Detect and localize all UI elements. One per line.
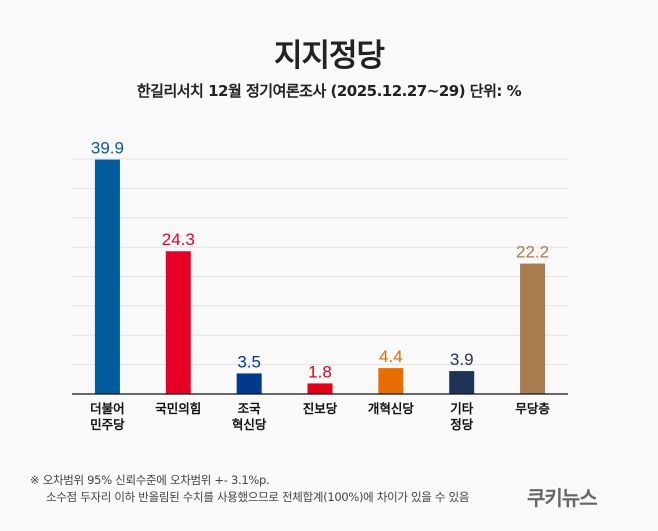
data-label: 39.9 (91, 139, 124, 158)
footnote-rounding: 소수점 두자리 이하 반올림된 수치를 사용했으므로 전체합계(100%)에 차… (46, 490, 470, 504)
category-label: 국민의힘 (155, 401, 201, 416)
bar (236, 373, 262, 394)
chart-subtitle: 한길리서치 12월 정기여론조사 (2025.12.27~29) 단위: % (136, 82, 522, 100)
bar (94, 159, 120, 394)
chart-title: 지지정당 (273, 38, 385, 74)
category-label: 개혁신당 (368, 401, 415, 416)
category-label: 무당층 (515, 401, 550, 416)
category-label: 혁신당 (232, 417, 267, 432)
data-label: 22.2 (516, 243, 549, 262)
footnote-margin-of-error: ※ 오차범위 95% 신뢰수준에 오차범위 +- 3.1%p. (30, 473, 270, 487)
data-label: 3.9 (450, 350, 474, 369)
category-label: 더불어 (90, 401, 125, 416)
kukinews-logo: 쿠키뉴스 (527, 486, 598, 510)
bar (449, 371, 475, 394)
data-label: 24.3 (162, 230, 195, 249)
bar (307, 383, 333, 394)
category-label: 조국 (238, 401, 262, 416)
category-label: 진보당 (303, 401, 338, 416)
category-label: 기타 (450, 401, 474, 416)
data-label: 3.5 (237, 352, 261, 371)
category-label: 정당 (450, 417, 474, 432)
bar (520, 263, 546, 394)
bar (378, 368, 404, 394)
category-label: 민주당 (90, 417, 125, 432)
bar (165, 251, 191, 394)
data-label: 4.4 (379, 347, 403, 366)
data-label: 1.8 (308, 362, 332, 381)
